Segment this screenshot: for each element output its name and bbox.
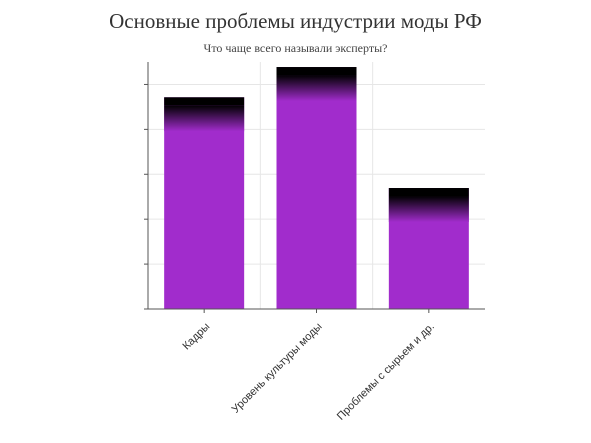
bar-cap (388, 188, 469, 197)
bar-cap (276, 67, 357, 76)
bar-body (164, 97, 245, 310)
bar (388, 188, 469, 309)
x-tick-label: Уровень культуры моды (230, 321, 325, 416)
tick-labels: Кадры Уровень культуры моды Проблемы с сыр… (180, 321, 436, 423)
bar (276, 67, 357, 309)
bar-shade (388, 196, 469, 223)
bar-shade (276, 75, 357, 102)
axes (144, 62, 485, 313)
bar-shade (164, 105, 245, 132)
chart-subtitle: Что чаще всего называли эксперты? (203, 41, 388, 55)
bars (164, 67, 469, 310)
x-tick-label: Проблемы с сырьем и др. (335, 321, 437, 423)
bar-cap (164, 97, 245, 106)
x-tick-label: Кадры (180, 321, 212, 353)
chart-title: Основные проблемы индустрии моды РФ (109, 9, 482, 33)
bar-body (276, 67, 357, 309)
bar (164, 97, 245, 310)
